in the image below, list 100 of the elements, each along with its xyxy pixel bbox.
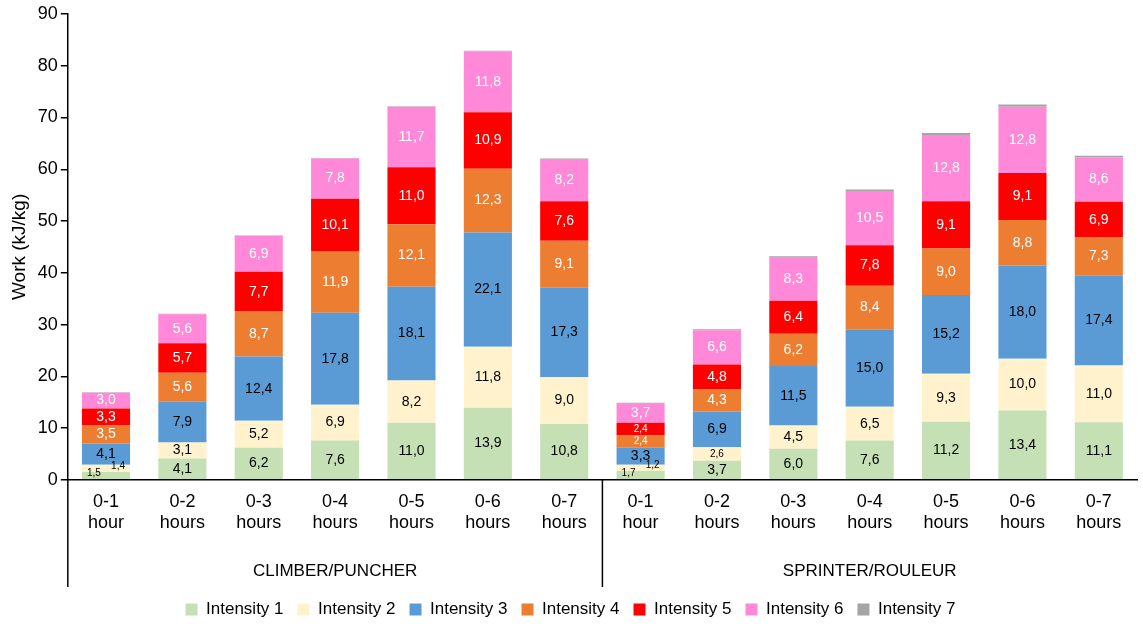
legend-label: Intensity 1 xyxy=(206,599,284,619)
y-tick-label: 50 xyxy=(37,209,58,230)
data-label: 7,8 xyxy=(859,256,880,273)
data-label: 1,7 xyxy=(621,466,636,478)
data-label: 2,4 xyxy=(633,435,648,447)
data-label: 6,5 xyxy=(859,414,880,431)
data-label: 8,8 xyxy=(1012,233,1033,250)
data-label: 22,1 xyxy=(474,280,502,297)
data-label: 11,2 xyxy=(932,441,960,458)
data-label: 9,1 xyxy=(936,215,957,232)
data-label: 17,8 xyxy=(321,349,349,366)
data-label: 8,3 xyxy=(783,270,804,287)
legend-label: Intensity 4 xyxy=(542,599,620,619)
data-label: 11,0 xyxy=(398,186,425,203)
data-label: 18,1 xyxy=(397,324,426,341)
data-label: 11,5 xyxy=(780,386,807,403)
data-label: 17,3 xyxy=(550,323,579,340)
data-label: 11,7 xyxy=(398,127,425,144)
x-tick-label: 0-5 hours xyxy=(388,490,434,533)
y-tick-label: 80 xyxy=(37,54,58,75)
data-label: 11,0 xyxy=(398,441,425,458)
data-label: 8,7 xyxy=(249,324,269,341)
data-label: 5,2 xyxy=(249,425,269,442)
x-tick-label: 0-4 hours xyxy=(312,490,358,533)
data-label: 3,7 xyxy=(630,404,651,421)
data-label: 9,0 xyxy=(554,391,575,408)
data-label: 2,4 xyxy=(633,422,648,434)
data-label: 10,0 xyxy=(1008,375,1037,392)
data-label: 1,5 xyxy=(87,466,102,478)
data-label: 5,7 xyxy=(172,348,193,365)
data-label: 8,2 xyxy=(401,392,422,409)
x-tick-label: 0-4 hours xyxy=(847,490,893,533)
y-tick-label: 0 xyxy=(47,468,58,489)
legend-label: Intensity 6 xyxy=(765,599,844,619)
data-label: 15,2 xyxy=(932,325,960,342)
data-label: 8,2 xyxy=(554,170,575,187)
x-tick-label: 0-6 hours xyxy=(999,490,1045,533)
data-label: 9,1 xyxy=(554,255,575,272)
data-label: 6,9 xyxy=(1089,210,1109,227)
y-tick-label: 30 xyxy=(37,313,58,334)
data-label: 7,6 xyxy=(325,450,346,467)
data-label: 5,6 xyxy=(172,319,193,336)
data-label: 11,8 xyxy=(474,72,502,89)
data-label: 3,0 xyxy=(96,391,116,408)
y-tick-label: 90 xyxy=(37,2,58,23)
data-label: 7,8 xyxy=(325,169,346,186)
data-label: 4,1 xyxy=(172,459,193,476)
x-tick-label: 0-1 hour xyxy=(87,490,125,533)
data-label: 10,1 xyxy=(321,215,349,232)
data-label: 3,3 xyxy=(630,447,651,464)
data-label: 4,5 xyxy=(783,427,804,444)
y-tick-label: 70 xyxy=(37,106,58,127)
data-label: 6,4 xyxy=(783,308,804,325)
legend-label: Intensity 7 xyxy=(877,599,956,619)
data-label: 5,6 xyxy=(172,378,193,395)
data-label: 12,8 xyxy=(932,159,960,176)
data-label: 11,8 xyxy=(474,368,502,385)
data-label: 6,2 xyxy=(783,340,804,357)
data-label: 17,4 xyxy=(1085,311,1113,328)
data-label: 4,1 xyxy=(96,445,116,462)
legend-label: Intensity 5 xyxy=(653,599,732,619)
x-tick-label: 0-3 hours xyxy=(770,490,816,533)
data-label: 12,8 xyxy=(1008,130,1037,147)
y-tick-label: 10 xyxy=(37,417,58,438)
data-label: 11,0 xyxy=(1085,384,1113,401)
x-tick-label: 0-2 hours xyxy=(159,490,205,533)
data-label: 12,4 xyxy=(245,379,273,396)
data-label: 15,0 xyxy=(856,358,884,375)
data-label: 10,8 xyxy=(550,442,579,459)
data-label: 8,4 xyxy=(859,298,880,315)
data-label: 3,1 xyxy=(172,441,193,458)
data-label: 6,9 xyxy=(249,244,269,261)
data-label: 7,6 xyxy=(554,211,575,228)
x-tick-label: 0-7 hours xyxy=(1076,490,1122,533)
data-label: 8,6 xyxy=(1089,170,1109,187)
data-label: 6,0 xyxy=(783,454,804,471)
x-tick-label: 0-7 hours xyxy=(541,490,587,533)
data-label: 12,1 xyxy=(397,246,426,263)
data-label: 6,9 xyxy=(325,413,346,430)
data-label: 6,2 xyxy=(249,454,269,471)
data-label: 3,3 xyxy=(96,407,116,424)
data-label: 3,7 xyxy=(707,460,727,477)
data-label: 9,3 xyxy=(936,388,957,405)
data-label: 13,9 xyxy=(474,434,502,451)
legend-label: Intensity 2 xyxy=(318,599,396,619)
data-label: 12,3 xyxy=(474,191,502,208)
text: CLIMBER/PUNCHER xyxy=(252,560,418,580)
data-label: 9,0 xyxy=(936,262,957,279)
y-tick-label: 60 xyxy=(37,158,58,179)
y-axis-title: Work (kJ/kg) xyxy=(7,193,29,301)
x-tick-label: 0-6 hours xyxy=(465,490,511,533)
data-label: 7,3 xyxy=(1089,247,1109,264)
data-label: 11,9 xyxy=(322,272,349,289)
data-label: 9,1 xyxy=(1012,187,1033,204)
data-label: 2,6 xyxy=(710,447,725,459)
x-tick-label: 0-1 hour xyxy=(622,490,659,533)
data-label: 13,4 xyxy=(1008,435,1037,452)
data-label: 4,8 xyxy=(707,367,727,384)
data-label: 4,3 xyxy=(707,391,727,408)
x-tick-label: 0-5 hours xyxy=(923,490,969,533)
